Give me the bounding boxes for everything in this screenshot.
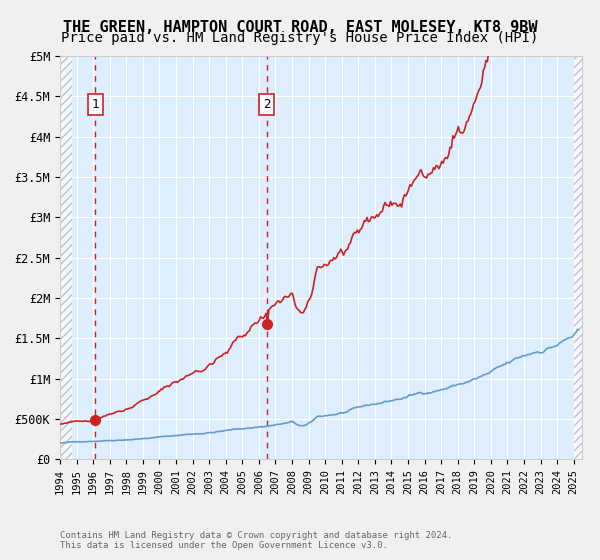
Bar	[574, 56, 582, 459]
Bar	[60, 56, 73, 459]
Text: 2: 2	[263, 98, 271, 111]
Text: Contains HM Land Registry data © Crown copyright and database right 2024.
This d: Contains HM Land Registry data © Crown c…	[60, 530, 452, 550]
Text: 1: 1	[91, 98, 99, 111]
Text: THE GREEN, HAMPTON COURT ROAD, EAST MOLESEY, KT8 9BW: THE GREEN, HAMPTON COURT ROAD, EAST MOLE…	[63, 20, 537, 35]
Text: Price paid vs. HM Land Registry's House Price Index (HPI): Price paid vs. HM Land Registry's House …	[61, 31, 539, 45]
